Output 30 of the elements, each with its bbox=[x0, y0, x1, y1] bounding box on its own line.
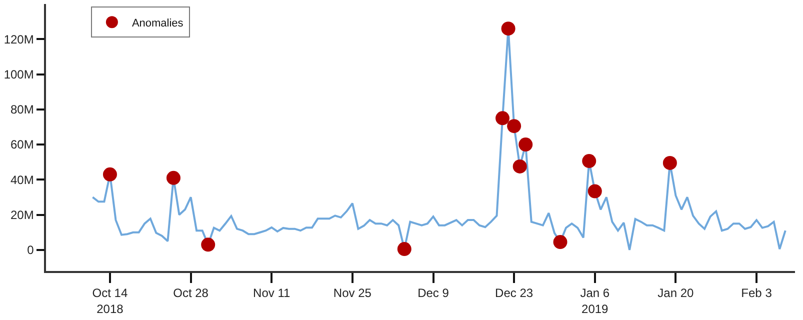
point bbox=[662, 156, 677, 170]
point bbox=[582, 154, 596, 168]
point bbox=[588, 184, 602, 198]
y-tick-label: 0 bbox=[27, 243, 34, 258]
x-tick-label: Jan 20 bbox=[658, 286, 694, 300]
y-tick-label: 100M bbox=[4, 67, 34, 82]
point bbox=[518, 138, 533, 152]
point bbox=[201, 238, 216, 252]
x-tick-label: Feb 3 bbox=[741, 286, 772, 300]
x-tick-label: Oct 14 2018 bbox=[92, 286, 128, 316]
y-tick-label: 80M bbox=[10, 102, 34, 117]
point bbox=[512, 159, 527, 174]
point bbox=[507, 119, 522, 134]
point bbox=[102, 167, 117, 182]
x-tick-label: Dec 23 bbox=[495, 286, 534, 300]
point bbox=[397, 242, 412, 256]
y-tick-label: 40M bbox=[10, 172, 34, 187]
x-tick-label: Jan 6 2019 bbox=[580, 286, 610, 316]
legend-label: Anomalies bbox=[132, 17, 184, 30]
point bbox=[166, 170, 180, 185]
x-tick-label: Oct 28 bbox=[173, 286, 209, 300]
x-tick-label: Dec 9 bbox=[418, 286, 450, 300]
point bbox=[501, 22, 516, 36]
y-tick-label: 20M bbox=[10, 208, 34, 222]
y-tick-label: 60M bbox=[10, 138, 34, 152]
y-tick-label: 120M bbox=[4, 32, 34, 46]
x-tick-label: Nov 11 bbox=[253, 286, 290, 300]
x-tick-label: Nov 25 bbox=[333, 286, 372, 300]
point bbox=[553, 235, 568, 250]
point bbox=[496, 111, 510, 126]
